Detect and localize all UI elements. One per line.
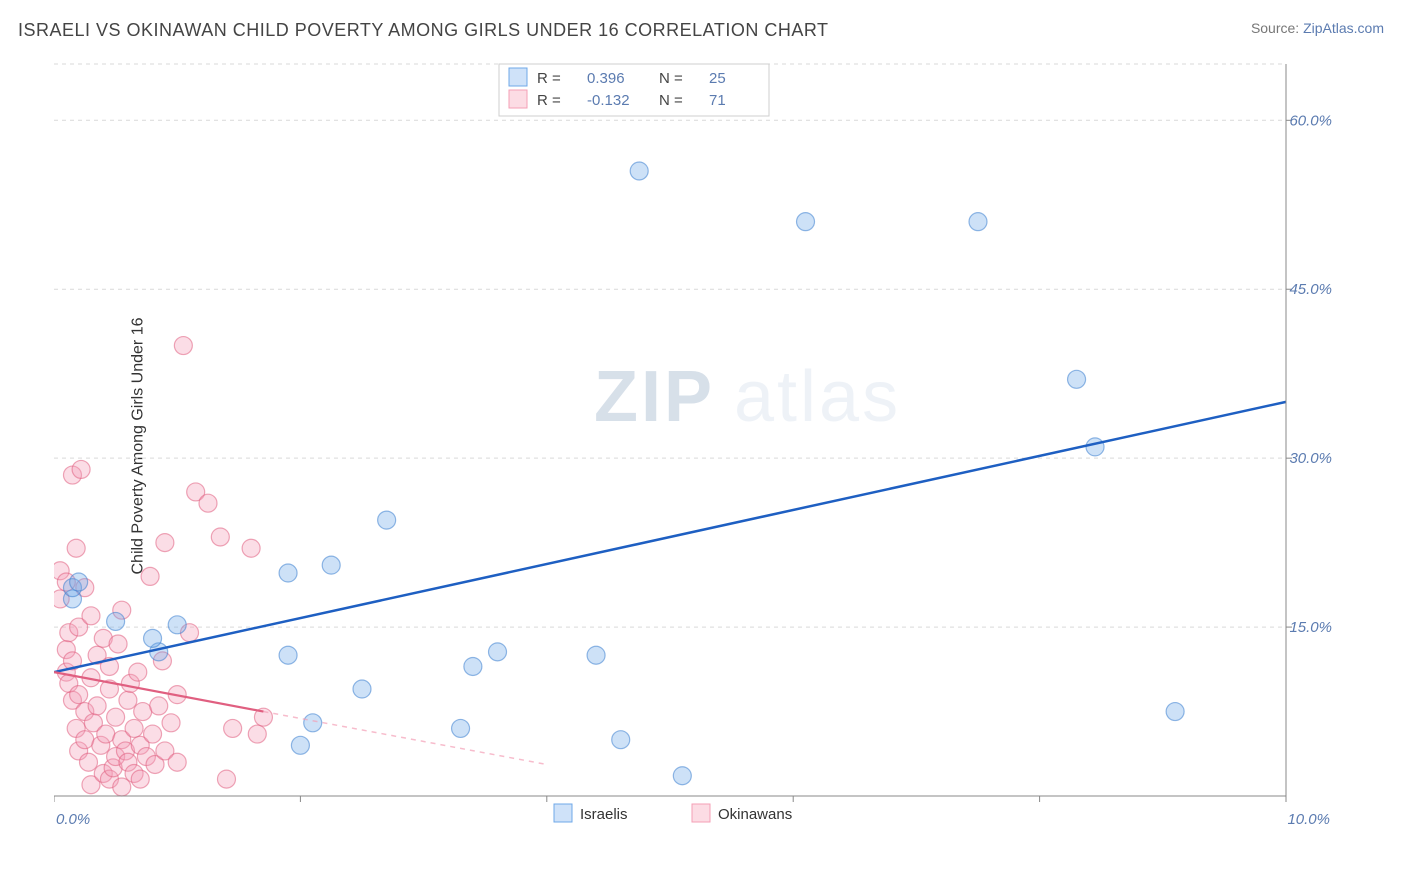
data-point [76, 731, 94, 749]
data-point [109, 635, 127, 653]
legend-swatch [554, 804, 572, 822]
data-point [79, 753, 97, 771]
data-point [304, 714, 322, 732]
data-point [144, 629, 162, 647]
source-label: Source: [1251, 20, 1299, 36]
data-point [1166, 703, 1184, 721]
stats-n-value: 25 [709, 70, 726, 87]
legend-swatch [692, 804, 710, 822]
stats-box: R = 0.396 N = 25 R = -0.132 N = 71 [499, 64, 769, 116]
stats-n-label: N = [659, 70, 683, 87]
data-point [174, 337, 192, 355]
data-point [279, 646, 297, 664]
y-tick-label: 45.0% [1289, 281, 1332, 298]
stats-n-value: 71 [709, 92, 726, 109]
source-value: ZipAtlas.com [1303, 20, 1384, 36]
data-point [168, 753, 186, 771]
stats-r-value: -0.132 [587, 92, 630, 109]
stats-r-label: R = [537, 92, 561, 109]
data-point [168, 616, 186, 634]
data-point [630, 162, 648, 180]
legend: Israelis Okinawans [554, 804, 792, 823]
data-point [162, 714, 180, 732]
data-point [131, 770, 149, 788]
x-tick-label: 0.0% [56, 811, 90, 828]
chart-title: ISRAELI VS OKINAWAN CHILD POVERTY AMONG … [18, 20, 829, 41]
data-point [107, 708, 125, 726]
data-point [125, 719, 143, 737]
data-point [72, 460, 90, 478]
data-point [119, 691, 137, 709]
data-point [88, 697, 106, 715]
x-tick-label: 10.0% [1287, 811, 1330, 828]
y-tick-label: 60.0% [1289, 112, 1332, 129]
stats-swatch [509, 90, 527, 108]
data-point [224, 719, 242, 737]
data-point [452, 719, 470, 737]
data-point [969, 213, 987, 231]
data-point [612, 731, 630, 749]
data-point [489, 643, 507, 661]
legend-label: Israelis [580, 806, 628, 823]
watermark-part2: atlas [734, 357, 901, 437]
data-point [134, 703, 152, 721]
stats-n-label: N = [659, 92, 683, 109]
data-point [129, 663, 147, 681]
data-point [279, 564, 297, 582]
data-point [217, 770, 235, 788]
scatter-chart-svg: ZIP atlas 0.0% 10.0% 15.0% 30.0% 45.0% 60.0%… [54, 56, 1334, 832]
data-point [141, 567, 159, 585]
y-tick-label: 30.0% [1289, 450, 1332, 467]
data-point [673, 767, 691, 785]
data-point [464, 657, 482, 675]
data-point [199, 494, 217, 512]
data-point [322, 556, 340, 574]
data-point [378, 511, 396, 529]
data-point [67, 539, 85, 557]
data-point [353, 680, 371, 698]
data-point [1086, 438, 1104, 456]
data-point [1068, 370, 1086, 388]
data-point [587, 646, 605, 664]
trend-line-israelis [54, 402, 1286, 672]
data-point [70, 573, 88, 591]
stats-r-label: R = [537, 70, 561, 87]
chart-plot: ZIP atlas 0.0% 10.0% 15.0% 30.0% 45.0% 60.0%… [54, 56, 1334, 832]
data-point [248, 725, 266, 743]
data-point [291, 736, 309, 754]
stats-swatch [509, 68, 527, 86]
data-point [797, 213, 815, 231]
data-point [150, 697, 168, 715]
data-point [107, 612, 125, 630]
watermark-part1: ZIP [594, 357, 715, 437]
legend-label: Okinawans [718, 806, 792, 823]
data-point [82, 607, 100, 625]
data-point [242, 539, 260, 557]
stats-r-value: 0.396 [587, 70, 625, 87]
data-point [211, 528, 229, 546]
data-point [144, 725, 162, 743]
data-point [70, 686, 88, 704]
data-point [156, 534, 174, 552]
y-tick-label: 15.0% [1289, 619, 1332, 636]
source-attribution: Source: ZipAtlas.com [1251, 20, 1384, 36]
data-point [97, 725, 115, 743]
